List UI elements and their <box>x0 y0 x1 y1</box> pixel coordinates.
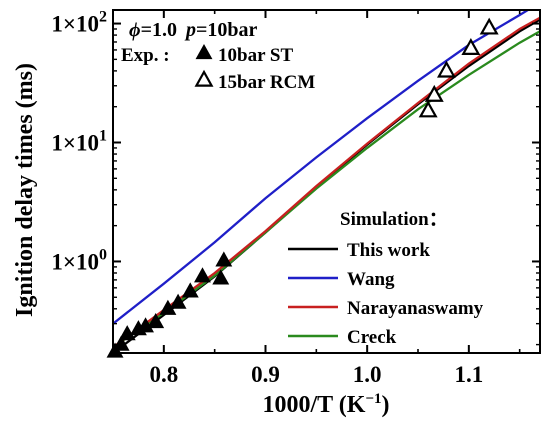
axis-ticks: 0.8 0.9 1.0 1.1 1×100 1×101 1×102 <box>51 9 540 387</box>
x-tick-label: 1.1 <box>454 362 483 387</box>
legend-label-this-work: This work <box>347 240 430 261</box>
x-tick-label: 1.0 <box>353 362 382 387</box>
legend-label-15bar-rcm: 15bar RCM <box>218 72 315 93</box>
data-point-10bar-st <box>181 282 199 298</box>
x-tick-label: 0.8 <box>149 362 178 387</box>
data-point-15bar-rcm <box>436 60 456 78</box>
data-point-10bar-st <box>112 335 130 351</box>
legend-marker-10bar-st <box>195 43 213 60</box>
pressure-symbol: p <box>184 19 196 41</box>
data-point-15bar-rcm <box>461 37 481 55</box>
phi-value: =1.0 <box>141 19 177 41</box>
condition-label: ϕ=1.0 p=10bar <box>129 19 258 41</box>
y-axis-title: Ignition delay times (ms) <box>12 63 38 317</box>
data-point-10bar-st <box>118 325 136 341</box>
simulation-label: Simulation： <box>340 209 448 230</box>
legend-label-narayanaswamy: Narayanaswamy <box>347 298 484 319</box>
experiments-label: Exp. : <box>121 45 170 66</box>
data-point-10bar-st <box>169 293 187 309</box>
legend-label-wang: Wang <box>347 269 395 290</box>
x-axis-title: 1000/T (K−1) <box>263 391 390 418</box>
y-tick-label: 1×100 <box>51 246 107 274</box>
pressure-value: =10bar <box>196 19 258 41</box>
plot-frame <box>112 9 541 354</box>
x-tick-label: 0.9 <box>251 362 280 387</box>
data-point-10bar-st <box>212 269 230 285</box>
data-point-15bar-rcm <box>479 17 499 35</box>
legend-label-10bar-st: 10bar ST <box>218 45 293 66</box>
experiment-markers <box>106 17 499 358</box>
phi-symbol: ϕ <box>129 19 141 41</box>
data-point-10bar-st <box>194 267 211 283</box>
data-point-15bar-rcm <box>418 100 438 118</box>
legend-marker-15bar-rcm <box>194 69 214 87</box>
y-tick-label: 1×101 <box>51 128 107 156</box>
data-point-15bar-rcm <box>424 84 444 102</box>
experiments-legend: 10bar ST 15bar RCM <box>194 43 315 93</box>
y-tick-label: 1×102 <box>51 9 107 37</box>
simulation-legend: This work Wang Narayanaswamy Creck <box>288 240 484 348</box>
data-point-10bar-st <box>147 312 165 329</box>
legend-label-creck: Creck <box>347 327 397 348</box>
data-point-10bar-st <box>215 251 233 267</box>
